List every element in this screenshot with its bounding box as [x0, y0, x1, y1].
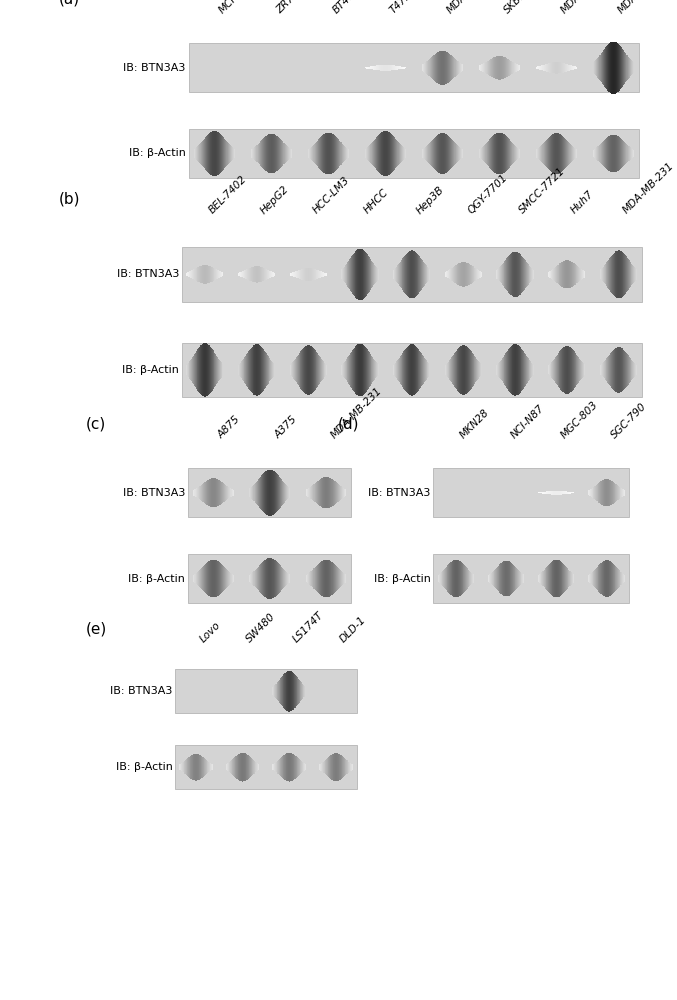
FancyBboxPatch shape: [188, 468, 351, 517]
Text: HepG2: HepG2: [259, 184, 291, 216]
Text: IB: β-Actin: IB: β-Actin: [128, 574, 185, 584]
Text: (c): (c): [86, 416, 106, 432]
Text: BEL-7402: BEL-7402: [207, 174, 249, 216]
Text: MDA-MB-231: MDA-MB-231: [616, 0, 671, 15]
Text: HHCC: HHCC: [362, 188, 391, 216]
Text: SGC-790: SGC-790: [609, 401, 649, 440]
Text: T47D: T47D: [388, 0, 415, 15]
Text: MDA-MB-231: MDA-MB-231: [621, 161, 676, 216]
Text: DLD-1: DLD-1: [338, 615, 368, 645]
Text: SKBR3: SKBR3: [502, 0, 533, 15]
FancyBboxPatch shape: [175, 745, 357, 789]
FancyBboxPatch shape: [433, 554, 629, 603]
Text: IB: BTN3A3: IB: BTN3A3: [368, 488, 431, 498]
Text: IB: BTN3A3: IB: BTN3A3: [110, 686, 173, 696]
Text: MDA-MB-468: MDA-MB-468: [559, 0, 614, 15]
FancyBboxPatch shape: [433, 468, 629, 517]
Text: NCI-N87: NCI-N87: [508, 403, 546, 440]
Text: BT474: BT474: [331, 0, 362, 15]
FancyBboxPatch shape: [188, 554, 351, 603]
Text: SW480: SW480: [245, 612, 278, 645]
Text: (a): (a): [59, 0, 80, 6]
Text: SMCC-7721: SMCC-7721: [518, 166, 567, 216]
Text: IB: BTN3A3: IB: BTN3A3: [123, 63, 185, 73]
Text: Lovo: Lovo: [198, 620, 223, 645]
Text: IB: β-Actin: IB: β-Actin: [129, 148, 185, 158]
Text: (d): (d): [338, 416, 359, 432]
FancyBboxPatch shape: [189, 129, 639, 178]
Text: MKN28: MKN28: [458, 407, 492, 440]
Text: MGC-803: MGC-803: [559, 399, 600, 440]
Text: IB: BTN3A3: IB: BTN3A3: [116, 269, 179, 279]
FancyBboxPatch shape: [189, 43, 639, 92]
Text: Hep3B: Hep3B: [414, 184, 445, 216]
Text: LS174T: LS174T: [292, 610, 326, 645]
Text: IB: β-Actin: IB: β-Actin: [116, 762, 173, 772]
FancyBboxPatch shape: [175, 669, 357, 713]
FancyBboxPatch shape: [181, 343, 642, 397]
Text: (e): (e): [86, 622, 107, 637]
Text: A875: A875: [216, 414, 242, 440]
Text: ZR75-1: ZR75-1: [274, 0, 308, 15]
Text: IB: BTN3A3: IB: BTN3A3: [123, 488, 185, 498]
Text: MDA-MB-453: MDA-MB-453: [445, 0, 500, 15]
Text: (b): (b): [59, 191, 80, 206]
Text: IB: β-Actin: IB: β-Actin: [122, 365, 179, 375]
Text: QGY-7701: QGY-7701: [466, 172, 509, 216]
Text: MDA-MB-231: MDA-MB-231: [329, 385, 384, 440]
Text: A375: A375: [273, 414, 299, 440]
Text: Huh7: Huh7: [569, 189, 596, 216]
Text: IB: β-Actin: IB: β-Actin: [374, 574, 431, 584]
Text: HCC-LM3: HCC-LM3: [311, 175, 351, 216]
Text: MCF7: MCF7: [217, 0, 244, 15]
FancyBboxPatch shape: [181, 247, 642, 302]
